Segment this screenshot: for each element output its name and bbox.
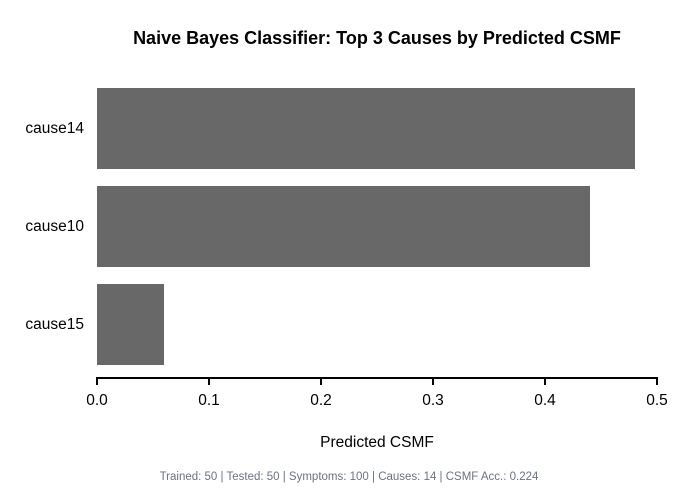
x-axis-tick-label: 0.5	[646, 392, 668, 409]
x-axis-tick	[432, 377, 434, 385]
y-axis-label-cause10: cause10	[25, 217, 84, 235]
y-axis-label-cause15: cause15	[25, 315, 84, 333]
x-axis-tick	[656, 377, 658, 385]
x-axis-tick-label: 0.1	[198, 392, 220, 409]
bar-cause10	[97, 186, 590, 267]
x-axis-label: Predicted CSMF	[320, 434, 434, 451]
x-axis-tick-label: 0.2	[310, 392, 332, 409]
x-axis-tick	[96, 377, 98, 385]
x-axis-tick	[544, 377, 546, 385]
x-axis-tick	[208, 377, 210, 385]
x-axis-tick-label: 0.0	[86, 392, 108, 409]
bar-cause15	[97, 284, 165, 365]
x-axis-tick-label: 0.3	[422, 392, 444, 409]
bar-cause14	[97, 88, 635, 169]
y-axis-label-cause14: cause14	[25, 119, 84, 137]
x-axis-line	[96, 377, 658, 379]
chart-title: Naive Bayes Classifier: Top 3 Causes by …	[133, 28, 621, 48]
x-axis-tick	[320, 377, 322, 385]
footer-stats: Trained: 50 | Tested: 50 | Symptoms: 100…	[159, 471, 539, 483]
x-axis-tick-label: 0.4	[534, 392, 556, 409]
